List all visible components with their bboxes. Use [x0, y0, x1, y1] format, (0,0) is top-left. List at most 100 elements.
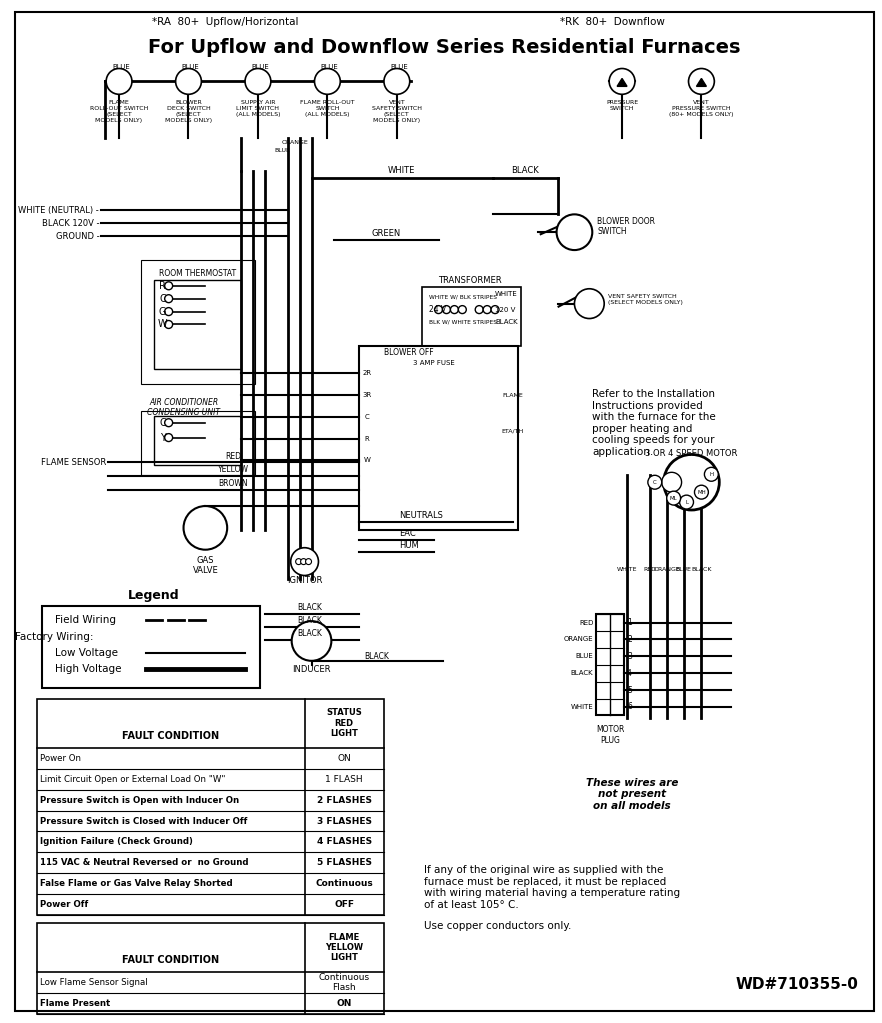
- Text: BLUE: BLUE: [251, 63, 269, 70]
- Circle shape: [165, 434, 173, 442]
- Text: FLAME ROLL-OUT
SWITCH
(ALL MODELS): FLAME ROLL-OUT SWITCH (ALL MODELS): [300, 100, 355, 117]
- Text: ETA/TH: ETA/TH: [502, 429, 524, 433]
- Text: These wires are
not present
on all models: These wires are not present on all model…: [586, 777, 678, 811]
- Text: Factory Wiring:: Factory Wiring:: [15, 632, 93, 642]
- Bar: [153, 280, 241, 369]
- Text: Low Flame Sensor Signal: Low Flame Sensor Signal: [40, 978, 147, 987]
- Circle shape: [680, 495, 693, 509]
- Text: FLAME
YELLOW
LIGHT: FLAME YELLOW LIGHT: [325, 933, 363, 963]
- Text: W: W: [363, 457, 370, 463]
- Circle shape: [291, 547, 318, 576]
- Text: G: G: [159, 307, 167, 316]
- Circle shape: [491, 306, 499, 314]
- Circle shape: [165, 320, 173, 328]
- Text: BLUE: BLUE: [112, 63, 130, 70]
- Text: WHITE: WHITE: [388, 166, 415, 175]
- Text: EAC: EAC: [399, 529, 415, 538]
- Circle shape: [295, 559, 302, 565]
- Text: TRANSFORMER: TRANSFORMER: [438, 276, 502, 285]
- Circle shape: [451, 306, 459, 314]
- Circle shape: [245, 69, 271, 94]
- Circle shape: [165, 418, 173, 427]
- Text: C: C: [653, 480, 657, 485]
- Circle shape: [648, 476, 662, 489]
- Text: Field Wiring: Field Wiring: [55, 615, 116, 625]
- Circle shape: [384, 69, 410, 94]
- Text: False Flame or Gas Valve Relay Shorted: False Flame or Gas Valve Relay Shorted: [40, 879, 232, 888]
- Text: Low Voltage: Low Voltage: [55, 648, 117, 658]
- Text: BLACK 120V -: BLACK 120V -: [41, 219, 99, 228]
- Text: BLACK: BLACK: [297, 603, 322, 612]
- Text: Pressure Switch is Closed with Inducer Off: Pressure Switch is Closed with Inducer O…: [40, 816, 247, 826]
- Text: 1 FLASH: 1 FLASH: [325, 774, 363, 784]
- Text: Pressure Switch is Open with Inducer On: Pressure Switch is Open with Inducer On: [40, 796, 239, 805]
- Text: BLOWER OFF: BLOWER OFF: [384, 348, 434, 357]
- Text: 5: 5: [627, 685, 632, 695]
- Circle shape: [459, 306, 467, 314]
- Text: 3: 3: [627, 652, 632, 661]
- Text: FAULT CONDITION: FAULT CONDITION: [122, 955, 220, 966]
- Text: 1: 1: [627, 618, 632, 627]
- Circle shape: [176, 69, 201, 94]
- Circle shape: [305, 559, 311, 565]
- Circle shape: [664, 454, 720, 510]
- Circle shape: [557, 215, 593, 250]
- Text: WHITE: WHITE: [495, 291, 518, 297]
- Text: *RA  80+  Upflow/Horizontal: *RA 80+ Upflow/Horizontal: [152, 17, 298, 27]
- Text: 3 FLASHES: 3 FLASHES: [317, 816, 371, 826]
- Text: Y: Y: [160, 433, 166, 443]
- Circle shape: [165, 281, 173, 290]
- Text: 115 VAC & Neutral Reversed or  no Ground: 115 VAC & Neutral Reversed or no Ground: [40, 858, 248, 868]
- Text: FAULT CONDITION: FAULT CONDITION: [122, 731, 220, 742]
- Text: Legend: Legend: [128, 589, 180, 602]
- Text: HUM: HUM: [399, 541, 419, 550]
- Text: MH: MH: [697, 490, 706, 495]
- Text: WHITE: WHITE: [571, 704, 594, 710]
- Text: ON: ON: [338, 754, 351, 763]
- Text: BLACK: BLACK: [297, 616, 322, 625]
- Text: 2: 2: [627, 635, 632, 644]
- Text: WHITE: WHITE: [617, 567, 638, 572]
- Text: 6: 6: [627, 703, 632, 711]
- Text: C: C: [160, 417, 166, 428]
- Bar: [141, 411, 255, 476]
- Text: GAS
VALVE: GAS VALVE: [192, 555, 218, 575]
- Circle shape: [165, 308, 173, 315]
- Text: RED: RED: [643, 567, 656, 572]
- Bar: [153, 415, 241, 465]
- Bar: [37, 923, 384, 1014]
- Text: VENT
SAFETY SWITCH
(SELECT
MODELS ONLY): VENT SAFETY SWITCH (SELECT MODELS ONLY): [372, 100, 422, 123]
- Text: RED: RED: [225, 452, 241, 461]
- Circle shape: [689, 69, 714, 94]
- Bar: [359, 347, 518, 530]
- Text: FLAME
ROLL-OUT SWITCH
(SELECT
MODELS ONLY): FLAME ROLL-OUT SWITCH (SELECT MODELS ONL…: [90, 100, 148, 123]
- Text: BLUE: BLUE: [320, 63, 339, 70]
- Text: VENT
PRESSURE SWITCH
(80+ MODELS ONLY): VENT PRESSURE SWITCH (80+ MODELS ONLY): [669, 100, 734, 117]
- Circle shape: [443, 306, 451, 314]
- Text: Power On: Power On: [40, 754, 80, 763]
- Text: ON: ON: [337, 999, 352, 1008]
- Circle shape: [183, 506, 228, 549]
- Text: BLUE: BLUE: [275, 148, 291, 153]
- Text: 3 AMP FUSE: 3 AMP FUSE: [413, 360, 454, 366]
- Text: BLUE: BLUE: [576, 654, 594, 660]
- Bar: [141, 260, 255, 384]
- Text: BLOWER DOOR
SWITCH: BLOWER DOOR SWITCH: [597, 217, 655, 236]
- Circle shape: [662, 473, 682, 492]
- Circle shape: [165, 295, 173, 303]
- Circle shape: [483, 306, 491, 314]
- Text: FLAME: FLAME: [503, 394, 523, 398]
- Text: BLOWER
DECK SWITCH
(SELECT
MODELS ONLY): BLOWER DECK SWITCH (SELECT MODELS ONLY): [165, 100, 212, 123]
- Text: BLACK: BLACK: [511, 166, 539, 175]
- Text: ORANGE: ORANGE: [281, 140, 308, 145]
- Text: BLACK: BLACK: [297, 628, 322, 637]
- Text: BLACK: BLACK: [495, 318, 518, 324]
- Text: WHITE W/ BLK STRIPES: WHITE W/ BLK STRIPES: [429, 295, 497, 299]
- Text: PRESSURE
SWITCH: PRESSURE SWITCH: [606, 100, 638, 112]
- Text: YELLOW: YELLOW: [218, 464, 249, 474]
- Text: 4 FLASHES: 4 FLASHES: [317, 838, 372, 846]
- Text: FLAME SENSOR: FLAME SENSOR: [41, 458, 106, 466]
- Text: RED: RED: [579, 620, 594, 626]
- Text: ML: ML: [669, 495, 677, 500]
- Text: ROOM THERMOSTAT: ROOM THERMOSTAT: [159, 269, 236, 278]
